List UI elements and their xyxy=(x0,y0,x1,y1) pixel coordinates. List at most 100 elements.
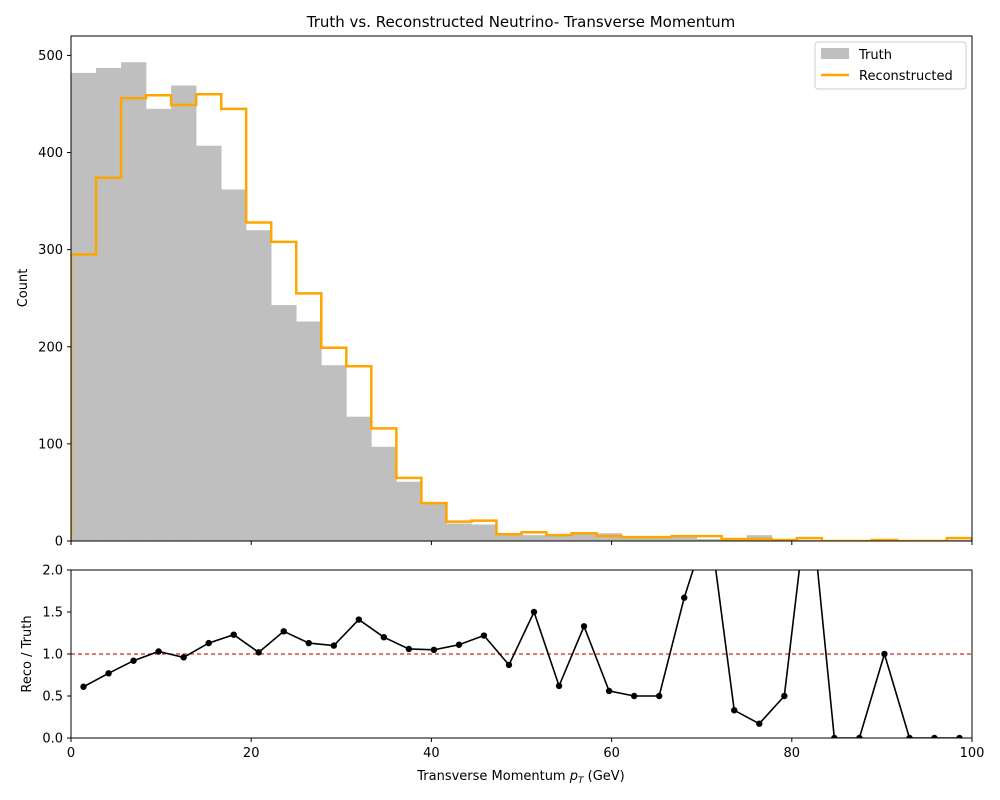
ratio-point xyxy=(455,641,463,648)
ratio-panel: 0.0 0.5 1.0 1.5 2.0 0 20 40 60 80 100 Reco / Trut… xyxy=(20,483,985,787)
reconstructed-step-line xyxy=(71,93,972,541)
ratio-y-axis: 0.0 0.5 1.0 1.5 2.0 xyxy=(42,564,71,747)
ratio-point xyxy=(605,687,613,695)
ratio-y-tick-label: 1.0 xyxy=(42,648,63,663)
histogram-y-label: Count xyxy=(16,269,31,308)
ratio-point xyxy=(380,634,388,641)
ratio-x-axis: 0 20 40 60 80 100 xyxy=(67,738,985,761)
ratio-y-tick-label: 0.5 xyxy=(42,690,63,705)
truth-bar xyxy=(521,535,547,541)
truth-bar xyxy=(196,145,222,541)
truth-bar xyxy=(171,85,197,541)
truth-bars xyxy=(71,62,972,541)
x-axis-label: Transverse Momentum pT (GeV) xyxy=(416,769,625,786)
x-tick-label: 80 xyxy=(784,746,801,761)
ratio-point xyxy=(305,639,312,647)
ratio-point xyxy=(355,616,362,623)
ratio-point xyxy=(180,654,187,661)
truth-bar xyxy=(246,230,272,541)
truth-bar xyxy=(396,481,422,541)
y-tick-label: 300 xyxy=(38,243,63,258)
x-tick-label: 40 xyxy=(423,746,440,761)
ratio-point xyxy=(956,734,963,738)
truth-bar xyxy=(321,365,347,541)
ratio-point xyxy=(731,707,738,714)
ratio-point xyxy=(205,639,212,647)
ratio-point xyxy=(806,483,812,489)
ratio-point xyxy=(155,648,162,655)
legend-truth-label: Truth xyxy=(858,48,892,63)
ratio-point xyxy=(430,646,438,653)
truth-bar xyxy=(546,535,572,541)
ratio-point xyxy=(330,642,338,649)
truth-bar xyxy=(646,537,672,541)
truth-bar xyxy=(421,503,447,541)
ratio-point xyxy=(881,650,888,658)
x-tick-label: 100 xyxy=(960,746,985,761)
x-tick-label: 60 xyxy=(603,746,620,761)
truth-bar xyxy=(696,539,723,541)
truth-bar xyxy=(671,536,697,541)
truth-bar xyxy=(471,524,497,541)
ratio-y-tick-label: 2.0 xyxy=(42,564,63,579)
ratio-point xyxy=(530,608,538,616)
y-tick-label: 500 xyxy=(38,49,63,64)
truth-bar xyxy=(621,536,647,541)
legend-frame xyxy=(814,41,967,90)
ratio-point xyxy=(856,734,863,738)
chart-title: Truth vs. Reconstructed Neutrino- Transv… xyxy=(306,13,735,31)
truth-bar xyxy=(96,68,122,541)
reconstructed-step-group xyxy=(71,93,972,541)
truth-bar xyxy=(346,416,372,541)
truth-bar xyxy=(121,62,147,541)
truth-bar xyxy=(296,321,322,541)
ratio-point xyxy=(630,692,638,700)
ratio-y-tick-label: 1.5 xyxy=(42,606,63,621)
ratio-point xyxy=(756,720,763,727)
x-tick-label: 0 xyxy=(67,746,75,761)
truth-bar xyxy=(371,446,397,541)
y-tick-label: 400 xyxy=(38,146,63,161)
ratio-point xyxy=(105,670,112,677)
ratio-point xyxy=(681,594,688,601)
ratio-y-tick-label: 0.0 xyxy=(42,732,63,747)
ratio-point xyxy=(580,623,588,630)
truth-bar xyxy=(271,305,297,541)
ratio-point xyxy=(255,649,262,656)
ratio-point xyxy=(230,631,237,638)
x-tick-label: 20 xyxy=(243,746,260,761)
histogram-x-ticks xyxy=(70,541,973,545)
ratio-point xyxy=(555,682,563,690)
y-tick-label: 100 xyxy=(38,437,63,452)
ratio-points xyxy=(80,483,963,738)
ratio-point xyxy=(280,628,287,635)
legend-reconstructed-label: Reconstructed xyxy=(859,69,953,84)
ratio-point xyxy=(130,657,137,664)
ratio-point xyxy=(931,734,938,738)
ratio-series-group xyxy=(80,483,963,738)
ratio-point xyxy=(505,661,513,669)
truth-bar xyxy=(446,523,472,541)
truth-bar xyxy=(146,108,172,541)
ratio-point xyxy=(706,516,712,522)
ratio-point xyxy=(906,734,913,738)
ratio-line xyxy=(83,570,960,738)
ratio-point xyxy=(655,692,663,700)
truth-bar xyxy=(571,533,597,541)
histogram-y-axis: 0 100 200 300 400 500 xyxy=(38,49,71,550)
y-tick-label: 0 xyxy=(55,535,63,550)
legend-truth-swatch xyxy=(821,48,849,59)
histogram-frame xyxy=(70,35,973,542)
truth-bar xyxy=(496,535,522,541)
truth-bar xyxy=(71,72,97,541)
ratio-y-label: Reco / Truth xyxy=(20,615,35,692)
legend: Truth Reconstructed xyxy=(814,41,967,90)
histogram-panel: 0 100 200 300 400 500 Count Truth Reconstruct… xyxy=(16,35,973,550)
ratio-point xyxy=(781,692,788,700)
ratio-point xyxy=(480,632,488,639)
y-tick-label: 200 xyxy=(38,340,63,355)
ratio-point xyxy=(831,734,838,738)
ratio-point xyxy=(405,645,413,653)
truth-bar xyxy=(221,189,247,541)
